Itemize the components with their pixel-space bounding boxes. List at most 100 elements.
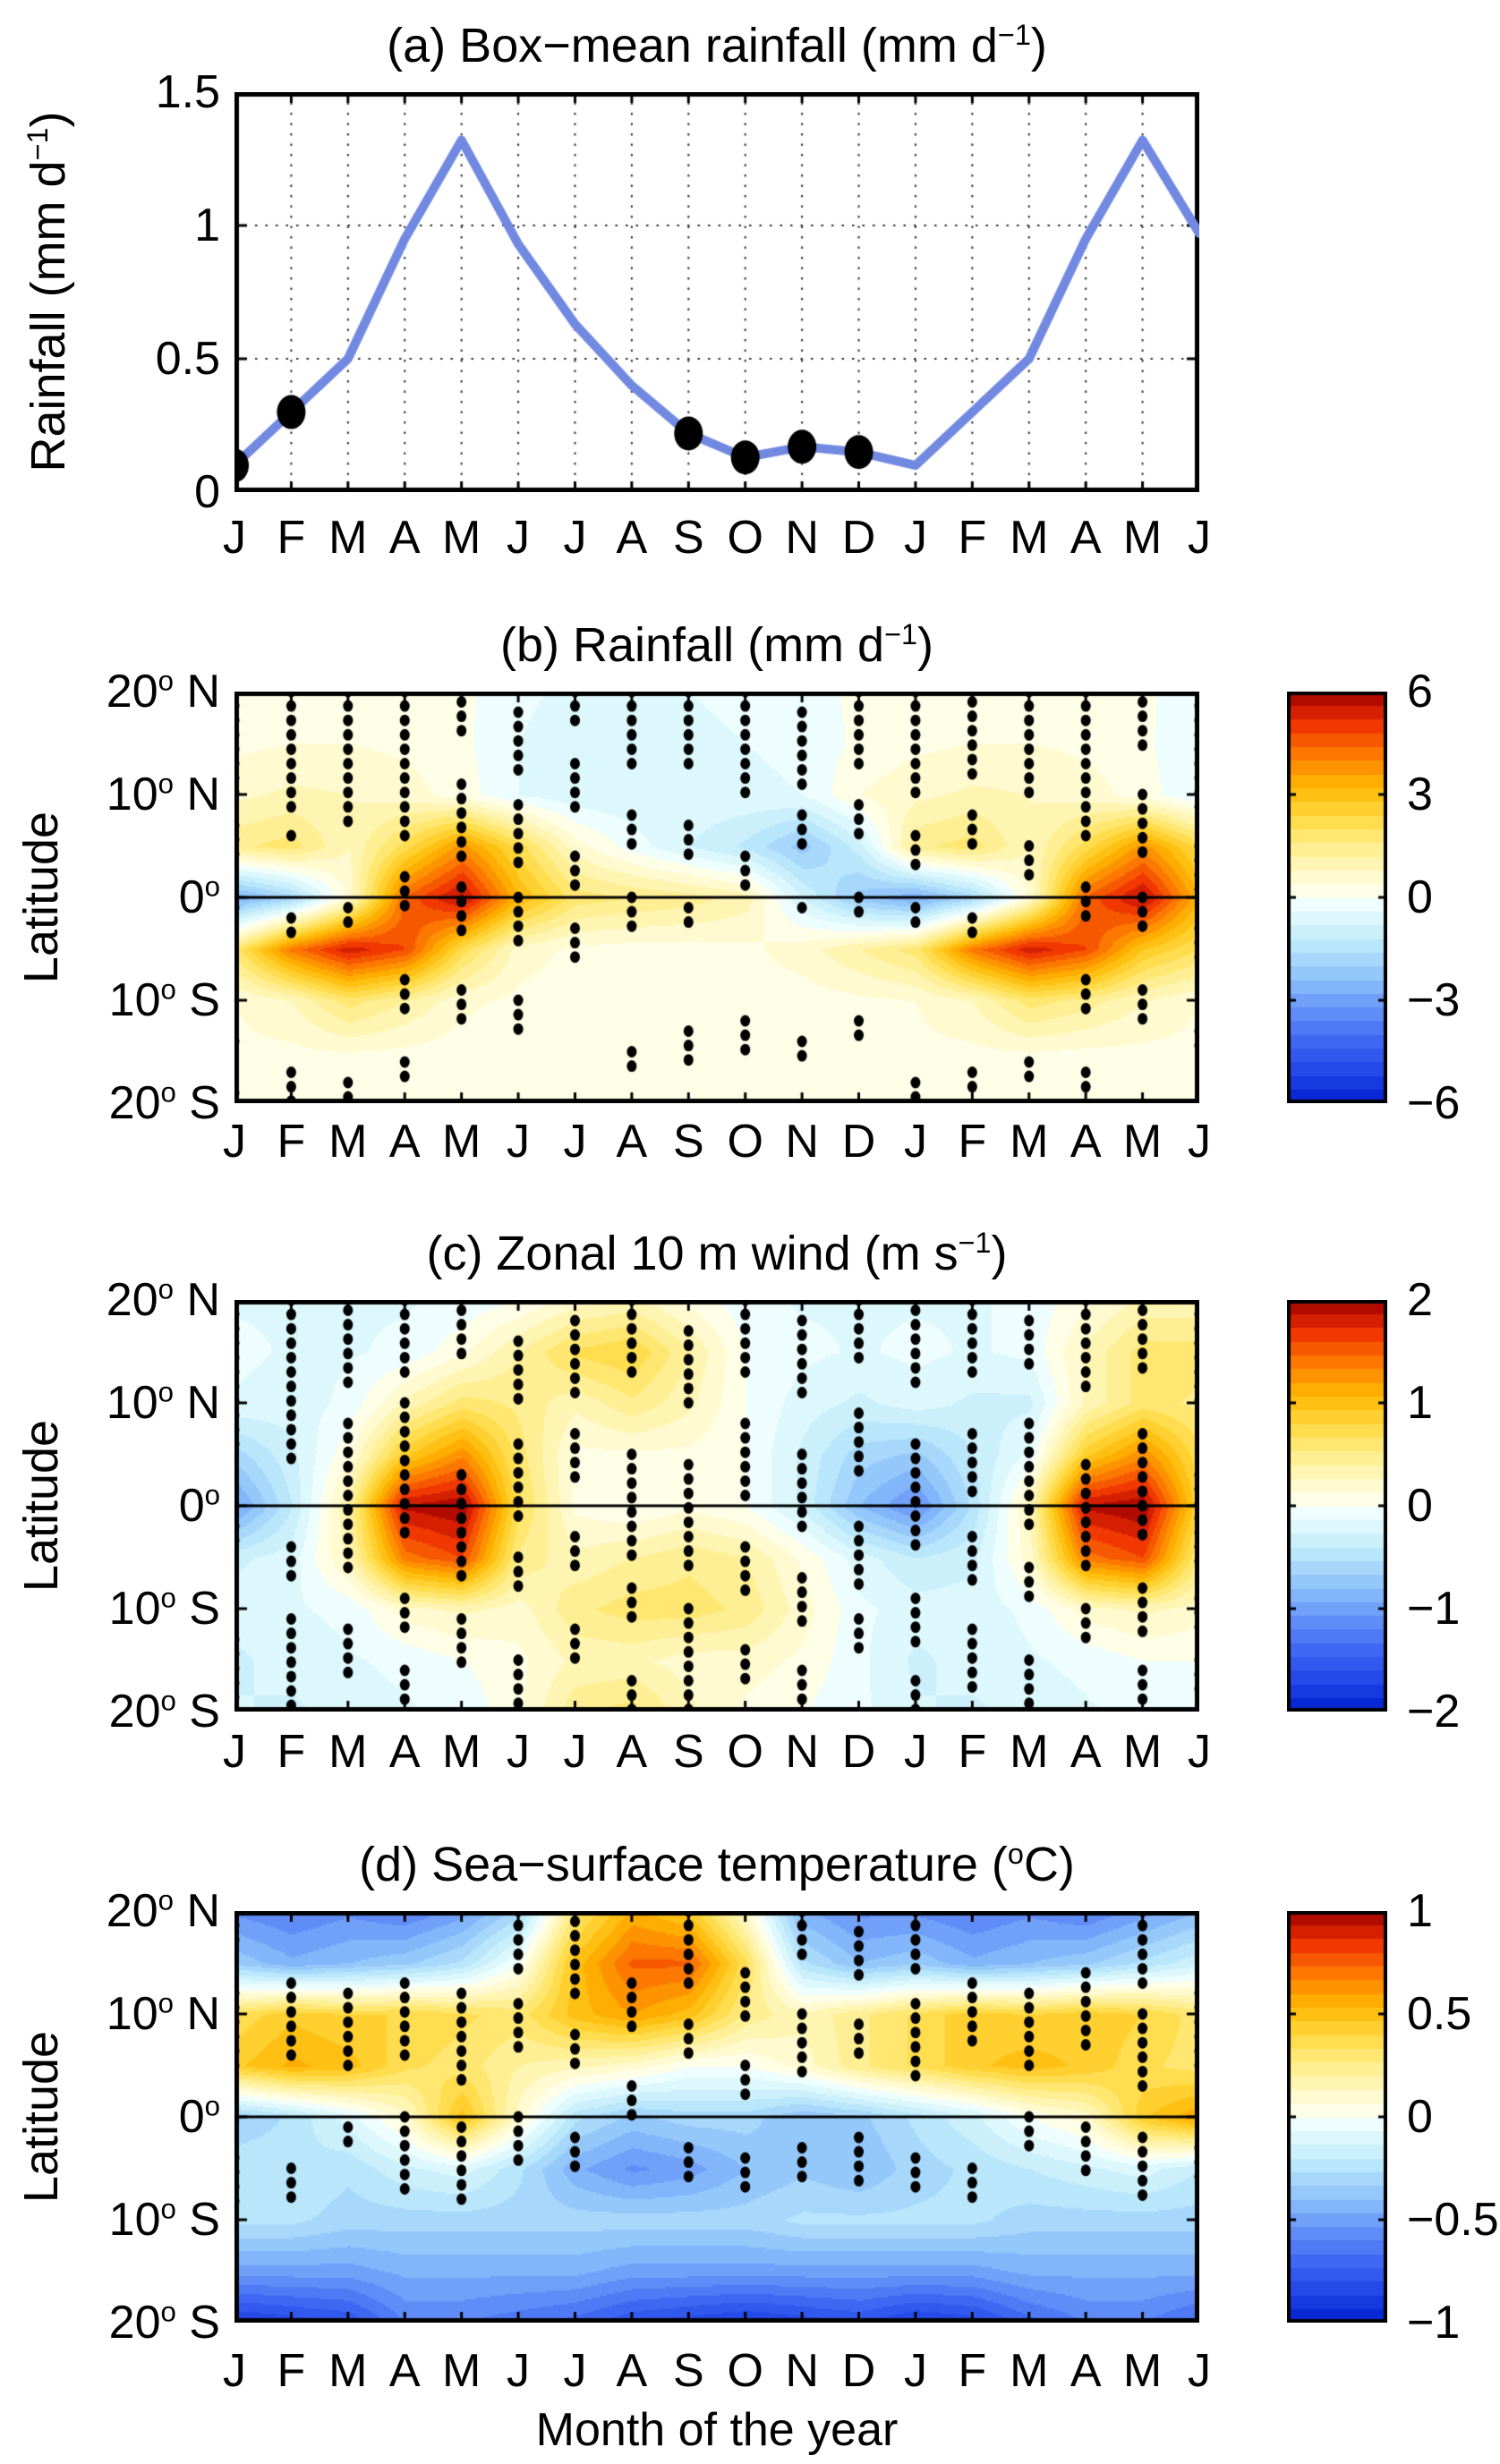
- month-tick-label: M: [1010, 2345, 1049, 2397]
- panel-a-ylabel: Rainfall (mm d−1): [21, 111, 75, 472]
- lat-tick-label: 10o N: [106, 1987, 220, 2040]
- month-tick-label: M: [1122, 2345, 1163, 2397]
- month-tick-label: A: [388, 1116, 421, 1168]
- month-tick-label: O: [727, 1726, 763, 1778]
- month-tick-label: M: [441, 1726, 482, 1778]
- month-tick-label: N: [785, 512, 819, 564]
- colorbar-tick-label: 0: [1407, 1480, 1433, 1532]
- month-tick-label: A: [616, 512, 648, 564]
- month-tick-label: N: [785, 2345, 819, 2397]
- lat-tick-label: 20o S: [108, 2296, 220, 2349]
- lat-tick-label: 20o S: [108, 1076, 220, 1129]
- month-tick-label: J: [1188, 2345, 1211, 2397]
- month-tick-label: J: [507, 2345, 531, 2397]
- month-tick-label: M: [1010, 1726, 1049, 1778]
- colorbar-tick-label: −1: [1407, 2297, 1461, 2349]
- month-tick-label: J: [1188, 1726, 1211, 1778]
- month-tick-label: A: [616, 1116, 648, 1168]
- y-tick-label: 1: [194, 200, 220, 251]
- month-tick-label: M: [441, 1116, 482, 1168]
- lat-tick-label: 20o S: [108, 1685, 220, 1738]
- month-tick-label: F: [277, 512, 306, 564]
- y-tick-label: 0: [194, 466, 220, 518]
- panel-d-title: (d) Sea−surface temperature (oC): [359, 1838, 1075, 1891]
- panel-d-heatmap: [234, 1911, 1199, 2323]
- month-tick-label: J: [563, 512, 587, 564]
- month-tick-label: F: [277, 1726, 306, 1778]
- month-tick-label: A: [616, 1726, 648, 1778]
- panel-c-heatmap: [234, 1300, 1199, 1712]
- month-tick-label: M: [441, 2345, 482, 2397]
- colorbar-tick-label: −6: [1407, 1077, 1461, 1129]
- lat-tick-label: 0o: [178, 1479, 220, 1532]
- month-tick-label: J: [563, 2345, 587, 2397]
- month-tick-label: J: [507, 1726, 531, 1778]
- colorbar-tick-label: 1: [1407, 1885, 1433, 1937]
- panel-a-title: (a) Box−mean rainfall (mm d−1): [387, 19, 1047, 72]
- month-tick-label: S: [672, 1116, 704, 1168]
- month-tick-label: J: [563, 1116, 587, 1168]
- month-tick-label: A: [388, 1726, 421, 1778]
- month-tick-label: J: [1188, 1116, 1211, 1168]
- month-tick-label: A: [616, 2345, 648, 2397]
- month-tick-label: A: [1070, 1116, 1102, 1168]
- y-tick-label: 0.5: [155, 333, 220, 385]
- colorbar-tick-label: 0: [1407, 2091, 1433, 2143]
- colorbar-tick-label: 2: [1407, 1274, 1433, 1326]
- month-tick-label: F: [958, 1116, 987, 1168]
- lat-tick-label: 20o N: [106, 665, 220, 718]
- lat-tick-label: 20o N: [106, 1273, 220, 1326]
- panel-b-heatmap: [234, 692, 1199, 1103]
- month-tick-label: D: [841, 2345, 876, 2397]
- month-tick-label: J: [507, 512, 531, 564]
- month-tick-label: O: [727, 2345, 763, 2397]
- month-tick-label: N: [785, 1116, 819, 1168]
- month-tick-label: F: [958, 512, 987, 564]
- colorbar-tick-label: 3: [1407, 769, 1433, 820]
- month-tick-label: A: [1070, 512, 1102, 564]
- month-tick-label: M: [1010, 512, 1049, 564]
- colorbar-tick-label: −0.5: [1407, 2194, 1499, 2246]
- month-tick-label: M: [1010, 1116, 1049, 1168]
- month-tick-label: J: [1188, 512, 1211, 564]
- month-tick-label: J: [507, 1116, 531, 1168]
- month-tick-label: M: [328, 2345, 368, 2397]
- colorbar-tick-label: 6: [1407, 666, 1433, 718]
- lat-tick-label: 20o N: [106, 1884, 220, 1937]
- panel-b-colorbar: [1287, 692, 1387, 1103]
- y-tick-label: 1.5: [155, 66, 220, 118]
- month-tick-label: O: [727, 1116, 763, 1168]
- month-tick-label: J: [903, 2345, 927, 2397]
- colorbar-tick-label: −3: [1407, 974, 1461, 1026]
- lat-tick-label: 10o N: [106, 1376, 220, 1429]
- x-axis-label: Month of the year: [535, 2404, 899, 2456]
- month-tick-label: J: [563, 1726, 587, 1778]
- panel-d-colorbar: [1287, 1911, 1387, 2323]
- month-tick-label: M: [328, 1116, 368, 1168]
- colorbar-tick-label: 0.5: [1407, 1988, 1472, 2040]
- lat-tick-label: 0o: [178, 2090, 220, 2143]
- month-tick-label: F: [958, 1726, 987, 1778]
- month-tick-label: J: [223, 2345, 246, 2397]
- colorbar-tick-label: −2: [1407, 1686, 1461, 1738]
- lat-tick-label: 10o N: [106, 768, 220, 820]
- month-tick-label: A: [388, 512, 421, 564]
- colorbar-tick-label: −1: [1407, 1583, 1461, 1635]
- month-tick-label: J: [223, 1726, 246, 1778]
- panel-a-line-chart: [234, 92, 1199, 492]
- month-tick-label: J: [903, 512, 927, 564]
- panel-b-title: (b) Rainfall (mm d−1): [500, 618, 933, 672]
- month-tick-label: F: [958, 2345, 987, 2397]
- month-tick-label: D: [841, 1726, 876, 1778]
- month-tick-label: N: [785, 1726, 819, 1778]
- month-tick-label: F: [277, 2345, 306, 2397]
- month-tick-label: J: [903, 1726, 927, 1778]
- month-tick-label: M: [328, 512, 368, 564]
- month-tick-label: M: [328, 1726, 368, 1778]
- month-tick-label: D: [841, 512, 876, 564]
- month-tick-label: M: [1122, 512, 1163, 564]
- month-tick-label: O: [727, 512, 763, 564]
- month-tick-label: M: [441, 512, 482, 564]
- panel-c-title: (c) Zonal 10 m wind (m s−1): [426, 1227, 1008, 1280]
- month-tick-label: J: [223, 1116, 246, 1168]
